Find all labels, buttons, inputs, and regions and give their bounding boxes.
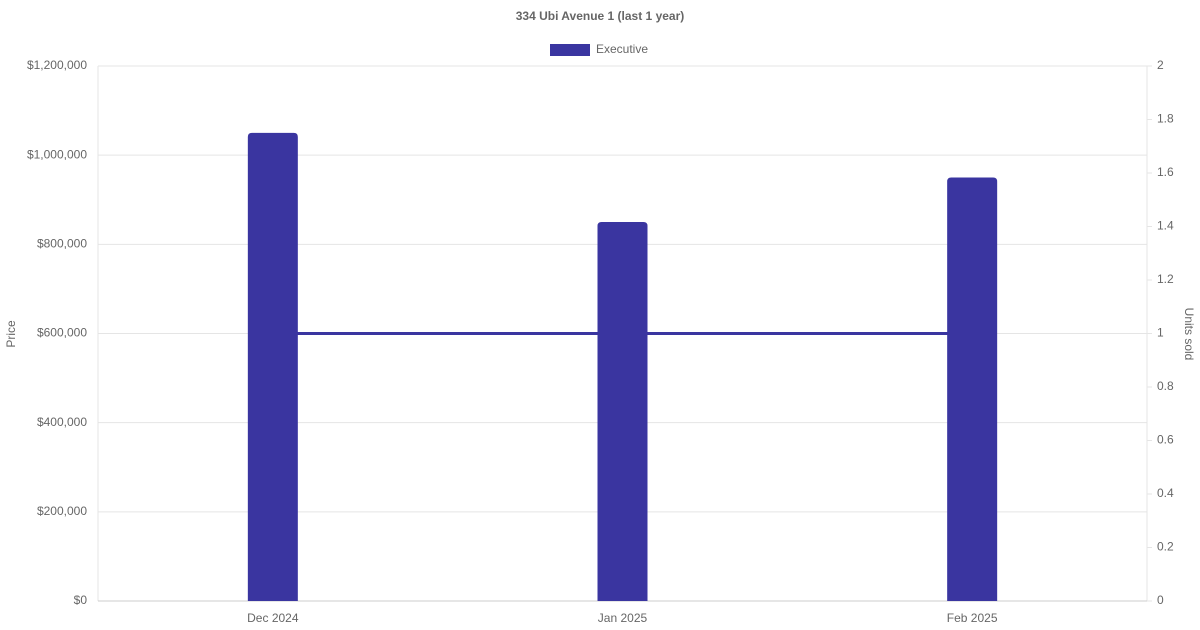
y2-tick-label: 1: [1157, 326, 1164, 340]
y2-tick-label: 0.2: [1157, 540, 1174, 554]
y-tick-label: $1,200,000: [27, 58, 87, 72]
y-tick-label: $600,000: [37, 326, 87, 340]
y2-tick-label: 1.4: [1157, 219, 1174, 233]
chart-title: 334 Ubi Avenue 1 (last 1 year): [516, 9, 685, 23]
y-tick-label: $200,000: [37, 504, 87, 518]
x-tick-label: Jan 2025: [598, 611, 648, 625]
y-tick-label: $1,000,000: [27, 147, 87, 161]
y2-axis-title: Units sold: [1182, 308, 1196, 361]
y2-tick-label: 0: [1157, 593, 1164, 607]
y-tick-label: $400,000: [37, 415, 87, 429]
y2-tick-label: 0.4: [1157, 486, 1174, 500]
legend-swatch: [550, 44, 590, 56]
bar: [247, 132, 298, 601]
y2-tick-label: 0.8: [1157, 379, 1174, 393]
legend-label: Executive: [596, 42, 648, 56]
y2-tick-label: 2: [1157, 58, 1164, 72]
y2-tick-label: 1.6: [1157, 165, 1174, 179]
bar: [597, 222, 648, 601]
y-tick-label: $0: [74, 593, 88, 607]
x-tick-label: Dec 2024: [247, 611, 299, 625]
x-tick-label: Feb 2025: [947, 611, 998, 625]
y2-tick-label: 0.6: [1157, 433, 1174, 447]
bar: [947, 177, 998, 602]
y-axis-title: Price: [4, 320, 18, 348]
y-tick-label: $800,000: [37, 237, 87, 251]
y2-tick-label: 1.2: [1157, 272, 1174, 286]
y2-tick-label: 1.8: [1157, 112, 1174, 126]
